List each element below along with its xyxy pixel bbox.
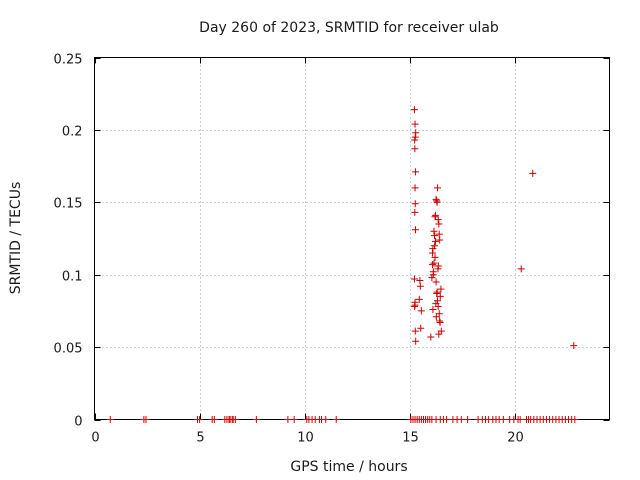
data-point <box>430 227 438 235</box>
data-point <box>428 274 436 282</box>
data-point <box>432 195 440 203</box>
data-point <box>457 416 465 423</box>
data-point <box>430 259 438 267</box>
data-point <box>410 106 418 114</box>
data-point <box>464 416 472 423</box>
data-point <box>436 292 444 300</box>
data-point <box>516 416 524 423</box>
data-point <box>435 310 443 318</box>
data-point <box>411 168 419 176</box>
data-point <box>411 208 419 216</box>
data-point <box>434 216 442 224</box>
data-point <box>411 145 419 153</box>
data-point <box>436 236 444 244</box>
data-point <box>432 313 440 321</box>
data-point <box>411 327 419 335</box>
data-point <box>322 416 330 423</box>
data-point <box>431 253 439 261</box>
y-tick-label: 0.25 <box>54 53 83 68</box>
data-point <box>416 276 424 284</box>
x-tick-label: 5 <box>196 431 204 446</box>
data-point <box>432 278 440 286</box>
data-point <box>435 220 443 228</box>
data-point <box>252 416 260 423</box>
data-point <box>429 261 437 269</box>
data-point <box>142 416 150 423</box>
chart-title: Day 260 of 2023, SRMTID for receiver ula… <box>199 20 499 36</box>
data-points <box>106 106 579 423</box>
data-point <box>433 290 441 298</box>
y-tick-label: 0.15 <box>54 197 83 212</box>
data-point <box>434 184 442 192</box>
data-point <box>436 318 444 326</box>
x-axis-label: GPS time / hours <box>290 459 407 475</box>
data-point <box>106 416 114 423</box>
data-point <box>529 169 537 177</box>
data-point <box>411 200 419 208</box>
x-tick-label: 20 <box>507 431 524 446</box>
y-tick-label: 0 <box>74 415 82 430</box>
data-point <box>433 198 441 206</box>
data-point <box>431 242 439 250</box>
x-tick-label: 10 <box>297 431 314 446</box>
x-tick-label: 0 <box>91 431 99 446</box>
data-point <box>435 330 443 338</box>
data-point <box>429 249 437 257</box>
data-point <box>499 416 507 423</box>
data-point <box>571 416 579 423</box>
data-point <box>411 133 419 141</box>
data-point <box>196 416 204 423</box>
data-point <box>332 416 340 423</box>
data-point <box>415 295 423 303</box>
data-point <box>431 237 439 245</box>
data-point <box>427 333 435 341</box>
data-point <box>210 416 218 423</box>
data-point <box>290 416 298 423</box>
data-point <box>284 416 292 423</box>
data-point <box>410 275 418 283</box>
data-point <box>231 416 239 423</box>
data-point <box>411 226 419 234</box>
data-point <box>437 285 445 293</box>
x-tick-label: 15 <box>402 431 419 446</box>
data-point <box>411 301 419 309</box>
y-axis-label: SRMTID / TECUs <box>8 182 24 295</box>
data-point <box>517 265 525 273</box>
x-axis: 0 5 10 15 20 <box>91 57 524 446</box>
data-point <box>412 337 420 345</box>
data-point <box>431 232 439 240</box>
data-point <box>429 268 437 276</box>
data-point <box>411 120 419 128</box>
data-point <box>434 297 442 305</box>
data-point <box>411 136 419 144</box>
data-point <box>429 305 437 313</box>
y-tick-label: 0.1 <box>62 270 83 285</box>
data-point <box>570 342 578 350</box>
y-axis: 0 0.05 0.1 0.15 0.2 0.25 <box>54 53 610 430</box>
data-point <box>432 300 440 308</box>
y-tick-label: 0.05 <box>54 342 83 357</box>
plot-frame <box>94 57 610 420</box>
data-point <box>411 184 419 192</box>
data-point <box>417 307 425 315</box>
data-point <box>417 324 425 332</box>
data-point <box>431 211 439 219</box>
grid-lines <box>94 57 610 420</box>
data-point <box>443 416 451 423</box>
y-tick-label: 0.2 <box>62 125 83 140</box>
data-point <box>434 262 442 270</box>
